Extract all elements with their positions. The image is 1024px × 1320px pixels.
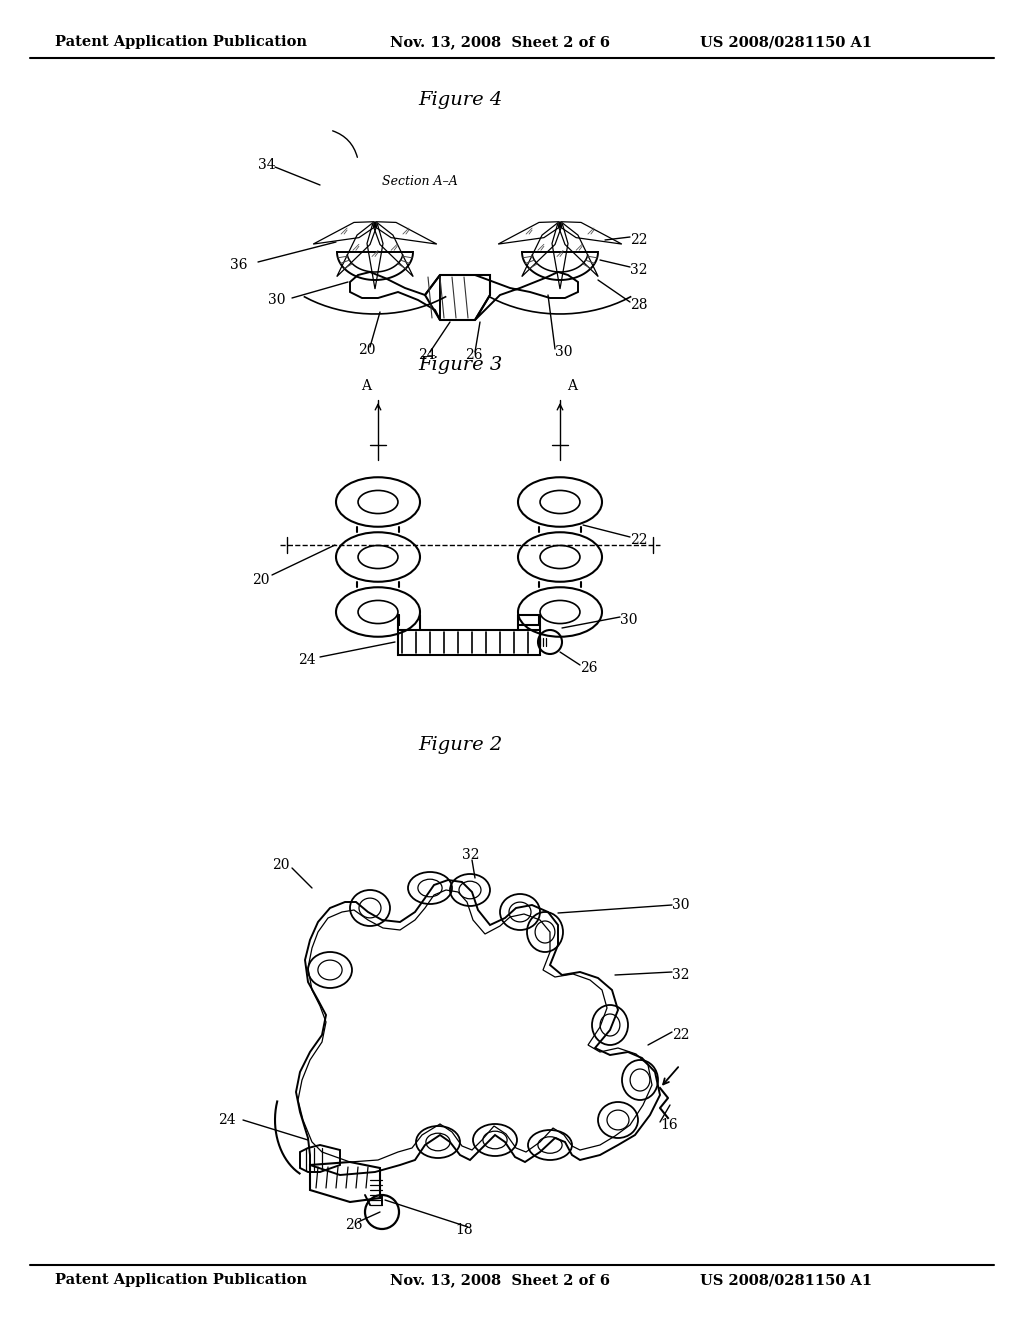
Text: 30: 30 [555, 345, 572, 359]
Text: 18: 18 [455, 1224, 473, 1237]
Text: Nov. 13, 2008  Sheet 2 of 6: Nov. 13, 2008 Sheet 2 of 6 [390, 36, 610, 49]
Text: 26: 26 [465, 348, 482, 362]
Text: Section A–A: Section A–A [382, 176, 458, 187]
Text: 22: 22 [630, 234, 647, 247]
Text: Nov. 13, 2008  Sheet 2 of 6: Nov. 13, 2008 Sheet 2 of 6 [390, 1272, 610, 1287]
Text: 24: 24 [298, 653, 315, 667]
Text: 34: 34 [258, 158, 275, 172]
Text: Figure 4: Figure 4 [418, 91, 502, 110]
Text: 20: 20 [252, 573, 269, 587]
Text: 24: 24 [218, 1113, 236, 1127]
Text: A: A [567, 379, 577, 393]
Text: 30: 30 [268, 293, 286, 308]
Text: 32: 32 [672, 968, 689, 982]
Text: A: A [361, 379, 371, 393]
Text: Patent Application Publication: Patent Application Publication [55, 36, 307, 49]
Text: 30: 30 [672, 898, 689, 912]
Text: 24: 24 [418, 348, 435, 362]
Text: 28: 28 [630, 298, 647, 312]
Text: US 2008/0281150 A1: US 2008/0281150 A1 [700, 36, 872, 49]
Text: Patent Application Publication: Patent Application Publication [55, 1272, 307, 1287]
Text: 20: 20 [272, 858, 290, 873]
Text: 20: 20 [358, 343, 376, 356]
Text: 22: 22 [630, 533, 647, 546]
Text: 30: 30 [620, 612, 638, 627]
Text: 16: 16 [660, 1118, 678, 1133]
Text: Figure 3: Figure 3 [418, 356, 502, 374]
Text: 26: 26 [345, 1218, 362, 1232]
Text: Figure 2: Figure 2 [418, 737, 502, 754]
Text: 32: 32 [630, 263, 647, 277]
Text: 26: 26 [580, 661, 597, 675]
Text: 32: 32 [462, 847, 479, 862]
Text: 22: 22 [672, 1028, 689, 1041]
Text: 36: 36 [230, 257, 248, 272]
Text: US 2008/0281150 A1: US 2008/0281150 A1 [700, 1272, 872, 1287]
